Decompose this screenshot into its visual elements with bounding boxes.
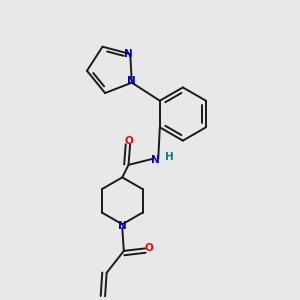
Text: N: N xyxy=(118,221,127,231)
Text: H: H xyxy=(165,152,174,162)
Text: O: O xyxy=(124,136,133,146)
Text: N: N xyxy=(151,155,160,165)
Text: N: N xyxy=(124,49,133,59)
Text: O: O xyxy=(145,243,154,253)
Text: N: N xyxy=(128,76,136,86)
